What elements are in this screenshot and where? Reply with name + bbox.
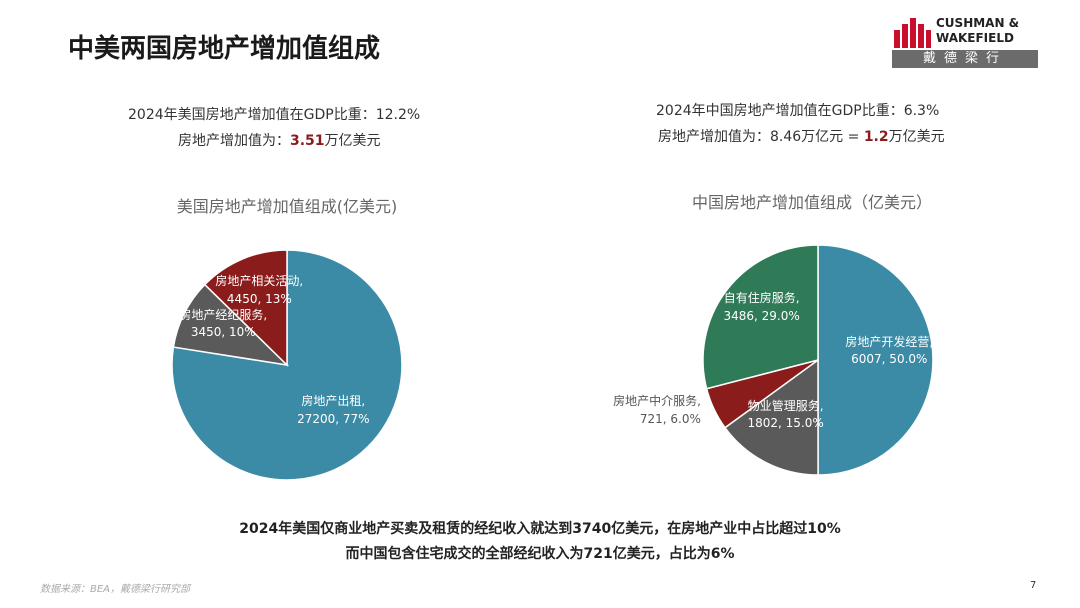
logo-mark [894,18,931,48]
data-label: 自有住房服务, 3486, 29.0% [723,291,800,323]
summary-text: 房地产增加值为：8.46万亿元 = [658,129,864,145]
summary-text: 万亿美元 [324,133,381,149]
chart-title: 美国房地产增加值组成(亿美元) [176,197,398,216]
pie-slice [817,244,934,476]
data-label: 房地产开发经营, 6007, 50.0% [845,334,934,367]
source: 数据来源：BEA，戴德梁行研究部 [40,584,191,595]
logo-text: CUSHMAN & [936,16,1020,30]
summary-line: 房地产增加值为：8.46万亿元 = 1.2万亿美元 [658,126,945,146]
data-label: 房地产经纪服务, 3450, 10% [179,308,268,340]
summary-line: 房地产增加值为：3.51万亿美元 [178,130,381,150]
note-line: 而中国包含住宅成交的全部经纪收入为721亿美元，占比为6% [345,546,735,562]
chart-title: 中国房地产增加值组成（亿美元） [691,193,932,212]
slide-title: 中美两国房地产增加值组成 [68,34,381,64]
summary-value: 3.51 [290,133,325,149]
page-number: 7 [1030,580,1037,591]
pie-slice [723,358,819,476]
data-label: 物业管理服务, 1802, 15.0% [747,398,824,430]
logo-text: WAKEFIELD [936,31,1014,45]
data-label: 房地产中介服务, 721, 6.0% [613,394,701,426]
summary-value: 1.2 [863,129,889,145]
summary-text: 房地产增加值为： [178,133,290,149]
summary-line: 2024年美国房地产增加值在GDP比重：12.2% [128,107,421,123]
note-line: 2024年美国仅商业地产买卖及租赁的经纪收入就达到3740亿美元，在房地产业中占… [239,521,841,537]
summary-text: 万亿美元 [888,129,945,145]
pie-slice [203,249,288,367]
data-label: 房地产相关活动, 4450, 13% [215,274,304,306]
pie-slice [171,249,403,481]
pie-slice [702,244,819,390]
logo-cn: 戴德梁行 [892,50,1038,68]
data-label: 房地产出租, 27200, 77% [297,394,370,426]
logo: CUSHMAN & WAKEFIELD 戴德梁行 [892,14,1038,68]
summary-line: 2024年中国房地产增加值在GDP比重：6.3% [656,103,940,119]
